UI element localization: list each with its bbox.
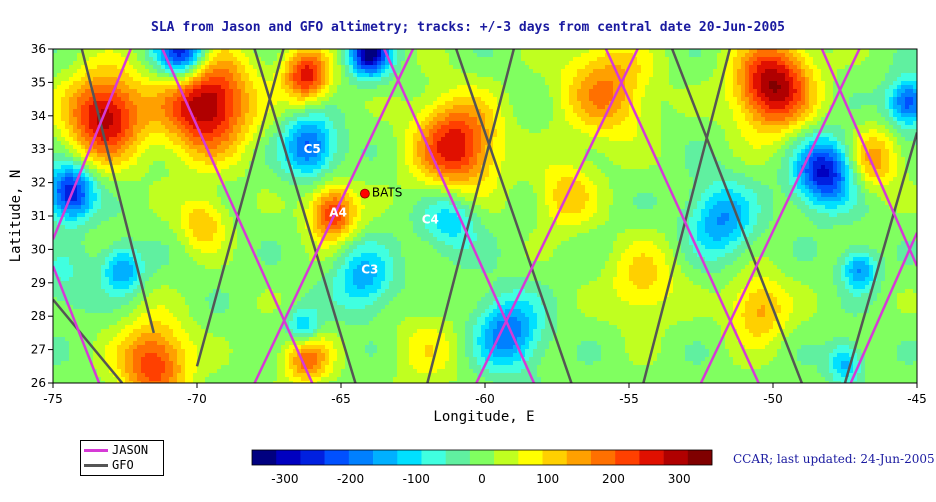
y-tick-label: 34: [31, 109, 46, 123]
colorbar-tick-label: 300: [668, 472, 691, 486]
colorbar-swatch: [615, 450, 640, 465]
x-tick-label: -75: [43, 392, 63, 406]
y-tick-label: 32: [31, 176, 46, 190]
legend-label-jason: JASON: [112, 443, 149, 457]
jason-track: [383, 49, 536, 383]
colorbar-swatch: [494, 450, 519, 465]
x-tick-label: -50: [763, 392, 783, 406]
legend-item-jason: JASON: [84, 443, 148, 457]
x-tick-label: -70: [187, 392, 207, 406]
jason-track: [53, 265, 101, 383]
x-tick-label: -45: [907, 392, 927, 406]
eddy-label-c5: C5: [304, 142, 321, 156]
map-title: SLA from Jason and GFO altimetry; tracks…: [151, 20, 785, 35]
y-axis-ticks: 26 27 28 29 30 31 32 33 34 35 36: [31, 42, 53, 390]
jason-track: [604, 49, 760, 383]
gfo-track: [642, 49, 732, 383]
jason-track: [53, 49, 132, 240]
jason-track: [161, 49, 314, 383]
eddy-label-c3: C3: [361, 262, 378, 276]
colorbar-swatch: [590, 450, 616, 465]
y-tick-label: 26: [31, 376, 46, 390]
colorbar-swatch: [566, 450, 592, 465]
bats-station-dot: [360, 188, 370, 199]
gfo-track: [53, 298, 124, 383]
jason-track: [699, 49, 861, 383]
jason-swatch: [84, 448, 108, 452]
x-tick-label: -60: [475, 392, 495, 406]
colorbar-swatch: [252, 450, 277, 465]
colorbar-swatch: [663, 450, 689, 465]
colorbar-tick-label: -100: [403, 472, 430, 486]
altimetry-tracks: [53, 49, 917, 383]
y-tick-label: 36: [31, 42, 46, 56]
colorbar-swatch: [469, 450, 495, 465]
jason-track: [253, 49, 415, 383]
y-tick-label: 33: [31, 142, 46, 156]
colorbar: -300 -200 -100 0 100 200 300: [251, 449, 713, 486]
x-tick-label: -55: [619, 392, 639, 406]
jason-track: [475, 49, 639, 383]
gfo-swatch: [84, 463, 108, 467]
y-tick-label: 29: [31, 276, 46, 290]
colorbar-tick-label: 0: [478, 472, 486, 486]
colorbar-swatch: [445, 450, 471, 465]
gfo-track: [426, 49, 516, 383]
x-axis-label: Longitude, E: [433, 409, 534, 425]
legend-label-gfo: GFO: [112, 458, 134, 472]
x-tick-label: -65: [331, 392, 351, 406]
eddy-label-c4: C4: [422, 212, 439, 226]
y-tick-label: 28: [31, 309, 46, 323]
x-axis-ticks: -75 -70 -65 -60 -55 -50 -45: [43, 383, 927, 406]
gfo-track: [195, 49, 285, 367]
gfo-track: [80, 49, 156, 334]
sla-field: [53, 49, 917, 383]
jason-track: [820, 49, 917, 267]
legend-item-gfo: GFO: [84, 458, 134, 472]
y-tick-label: 35: [31, 75, 46, 89]
bats-station-label: BATS: [372, 186, 402, 200]
colorbar-swatch: [518, 450, 543, 465]
gfo-track: [671, 49, 803, 383]
colorbar-swatch: [300, 450, 325, 465]
jason-track: [849, 232, 917, 383]
colorbar-swatch: [542, 450, 568, 465]
gfo-track: [843, 132, 917, 383]
colorbar-swatch: [639, 450, 664, 465]
colorbar-tick-label: 200: [602, 472, 625, 486]
colorbar-tick-label: -300: [271, 472, 298, 486]
gfo-track: [455, 49, 573, 383]
eddy-label-a4: A4: [329, 206, 347, 220]
colorbar-tick-label: -200: [337, 472, 364, 486]
colorbar-swatch: [687, 450, 713, 465]
colorbar-swatch: [421, 450, 446, 465]
eddy-markers: C5 A4 C4 C3 BATS: [304, 142, 439, 276]
colorbar-swatch: [276, 450, 301, 465]
colorbar-swatch: [348, 450, 374, 465]
colorbar-swatch: [324, 450, 350, 465]
y-axis-label: Latitude, N: [8, 170, 24, 263]
gfo-track: [253, 49, 357, 383]
y-tick-label: 31: [31, 209, 46, 223]
colorbar-swatch: [397, 450, 422, 465]
y-tick-label: 30: [31, 242, 46, 256]
track-legend: JASON GFO: [80, 440, 164, 476]
y-tick-label: 27: [31, 343, 46, 357]
colorbar-swatch: [373, 450, 398, 465]
credit-text: CCAR; last updated: 24-Jun-2005: [733, 452, 935, 466]
colorbar-tick-label: 100: [536, 472, 559, 486]
